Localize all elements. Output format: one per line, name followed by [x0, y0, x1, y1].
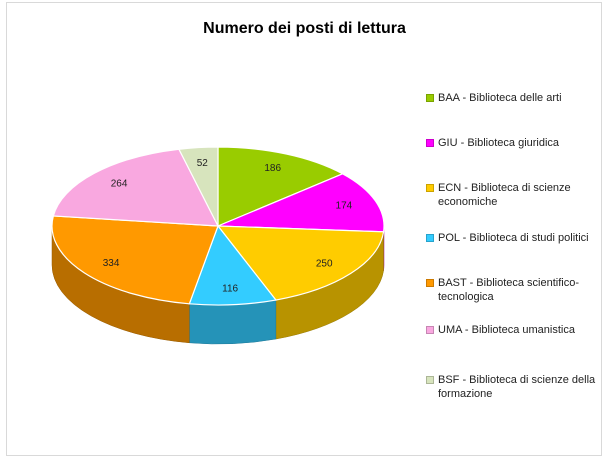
legend-item: ECN - Biblioteca di scienze economiche — [426, 181, 606, 209]
data-label: 52 — [197, 158, 209, 169]
data-label: 264 — [111, 178, 128, 189]
legend-item: BAST - Biblioteca scientifico-tecnologic… — [426, 276, 606, 304]
pie-slice — [217, 173, 385, 233]
data-label: 116 — [222, 284, 238, 295]
legend-label: BAST - Biblioteca scientifico-tecnologic… — [438, 277, 580, 303]
legend-swatch — [426, 94, 434, 102]
pie-slice — [51, 215, 219, 305]
legend-label: BAA - Biblioteca delle arti — [438, 92, 562, 104]
data-label: 174 — [336, 201, 353, 212]
pie-slice — [216, 225, 385, 301]
data-label: 334 — [103, 258, 120, 269]
legend-swatch — [426, 234, 434, 242]
legend-item: BSF - Biblioteca di scienze della formaz… — [426, 373, 606, 401]
legend-label: BSF - Biblioteca di scienze della formaz… — [438, 374, 596, 400]
legend-item: UMA - Biblioteca umanistica — [426, 323, 575, 337]
data-label: 186 — [264, 163, 281, 174]
legend-swatch — [426, 184, 434, 192]
pie-slice — [217, 146, 345, 227]
legend-swatch — [426, 376, 434, 384]
legend-swatch — [426, 326, 434, 334]
legend-swatch — [426, 139, 434, 147]
legend-label: POL - Biblioteca di studi politici — [438, 232, 589, 244]
pie-slice — [52, 148, 220, 227]
legend-label: ECN - Biblioteca di scienze economiche — [438, 182, 571, 208]
chart-frame — [6, 2, 602, 456]
legend-label: GIU - Biblioteca giuridica — [438, 137, 560, 149]
legend-label: UMA - Biblioteca umanistica — [438, 324, 575, 336]
chart-title: Numero dei posti di lettura — [203, 20, 406, 37]
legend-item: GIU - Biblioteca giuridica — [426, 136, 559, 150]
pie-slice-side — [189, 299, 277, 345]
legend-item: POL - Biblioteca di studi politici — [426, 231, 589, 245]
legend-item: BAA - Biblioteca delle arti — [426, 91, 562, 105]
data-label: 250 — [316, 259, 333, 270]
legend-swatch — [426, 279, 434, 287]
pie-slice — [178, 146, 219, 227]
